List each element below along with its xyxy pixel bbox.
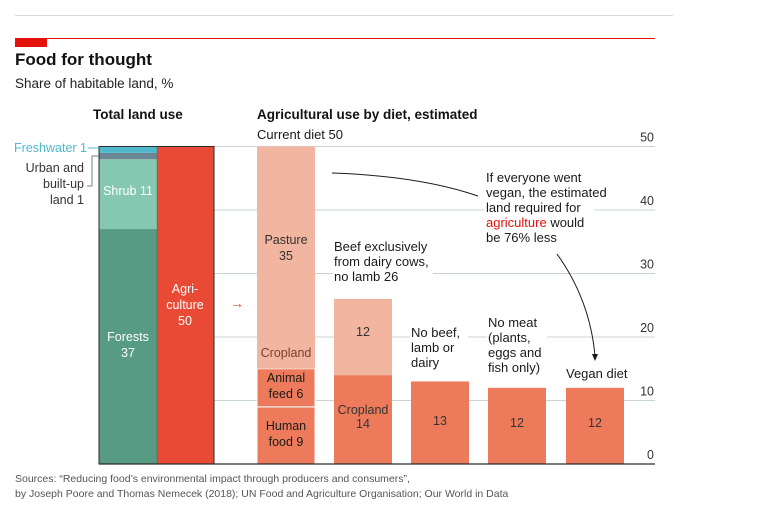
label-nobeef-value: 13 — [433, 414, 447, 428]
label-human-food-line-2: food 9 — [269, 435, 304, 449]
sources-line-2: by Joseph Poore and Thomas Nemecek (2018… — [15, 488, 509, 500]
bar-nomeat-seg-2 — [488, 387, 546, 464]
bar-dairy-seg-3 — [334, 298, 392, 376]
label-dairy-cropland-line-1: Cropland — [338, 403, 389, 417]
bar-segment-freshwater — [99, 146, 157, 153]
bar-segment-urban — [99, 152, 157, 160]
bar-dairy-seg-2 — [334, 375, 392, 464]
category-nomeat-line-4: fish only) — [488, 360, 540, 375]
annotation-line-2: vegan, the estimated — [486, 185, 607, 200]
annotation-highlight: agriculture — [486, 215, 547, 230]
bar-segment-shrub — [99, 159, 157, 230]
leader-urban — [87, 155, 99, 187]
label-pasture-line-1: Pasture — [264, 233, 307, 247]
label-forests-line-2: 37 — [121, 346, 135, 360]
category-nobeef-line-1: No beef, — [411, 325, 460, 340]
label-agriculture-line-3: 50 — [178, 314, 192, 328]
label-pasture-line-2: 35 — [279, 249, 293, 263]
annotation-arrowhead-icon — [592, 354, 598, 361]
label-agriculture-line-1: Agri- — [172, 282, 198, 296]
category-current-diet: Current diet 50 — [257, 127, 343, 142]
category-nomeat-line-3: eggs and — [488, 345, 542, 360]
top-rule — [15, 15, 673, 16]
label-urban-line-3: land 1 — [50, 193, 84, 207]
label-animal-feed-line-1: Animal — [267, 371, 305, 385]
bar-current-seg-3 — [257, 146, 315, 369]
label-bg-dairy — [333, 236, 433, 286]
label-shrub: Shrub 11 — [103, 184, 153, 198]
y-tick-label-50: 50 — [640, 131, 654, 145]
header-red-rule — [15, 38, 655, 39]
category-nomeat-line-2: (plants, — [488, 330, 531, 345]
annotation-arrow-curve — [556, 253, 596, 357]
annotation-line-3: land required for — [486, 200, 581, 215]
category-nobeef-line-3: dairy — [411, 355, 440, 370]
annotation-line-4: agriculture would — [486, 215, 584, 230]
sources-note: Sources: “Reducing food’s environmental … — [15, 472, 508, 502]
chart-subtitle: Share of habitable land, % — [15, 76, 174, 91]
label-bg-nobeef — [410, 322, 468, 372]
annotation-leader-curve — [331, 172, 479, 197]
category-nomeat-line-1: No meat — [488, 315, 538, 330]
label-dairy-pasture: 12 — [356, 325, 370, 339]
category-vegan: Vegan diet — [566, 366, 628, 381]
bar-nobeef-seg-2 — [411, 381, 469, 464]
category-dairy-line-1: Beef exclusively — [334, 239, 428, 254]
label-forests-line-1: Forests — [107, 330, 149, 344]
header-red-tab — [15, 38, 47, 47]
y-tick-label-20: 20 — [640, 321, 654, 335]
annotation-after: would — [547, 215, 585, 230]
label-vegan-value: 12 — [588, 416, 602, 430]
category-dairy-line-2: from dairy cows, — [334, 254, 429, 269]
annotation-bg — [484, 168, 594, 246]
y-tick-label-0: 0 — [647, 448, 654, 462]
label-nomeat-value: 12 — [510, 416, 524, 430]
label-human-food-line-1: Human — [266, 419, 306, 433]
annotation-line-5: be 76% less — [486, 230, 557, 245]
y-tick-label-10: 10 — [640, 385, 654, 399]
label-cropland-current: Cropland — [261, 346, 312, 360]
label-dairy-cropland-line-2: 14 — [356, 417, 370, 431]
arrow-icon: → — [230, 295, 244, 311]
sources-line-1: Sources: “Reducing food’s environmental … — [15, 473, 410, 485]
label-bg-nomeat — [487, 312, 547, 378]
label-animal-feed-line-2: feed 6 — [269, 387, 304, 401]
panel-title-total-land: Total land use — [93, 107, 183, 122]
y-tick-label-30: 30 — [640, 258, 654, 272]
category-dairy-line-3: no lamb 26 — [334, 269, 398, 284]
chart-title: Food for thought — [15, 50, 152, 69]
category-nobeef-line-2: lamb or — [411, 340, 455, 355]
label-agriculture-line-2: culture — [166, 298, 204, 312]
bar-segment-agriculture — [157, 146, 214, 464]
y-tick-label-40: 40 — [640, 194, 654, 208]
bar-segment-forests — [99, 229, 157, 464]
bar-current-seg-1 — [256, 368, 316, 408]
annotation-line-1: If everyone went — [486, 170, 582, 185]
bar-vegan-seg-2 — [566, 387, 624, 464]
label-freshwater: Freshwater 1 — [14, 141, 87, 155]
label-urban-line-1: Urban and — [26, 161, 84, 175]
panel-title-agri-diet: Agricultural use by diet, estimated — [257, 107, 478, 122]
label-urban-line-2: built-up — [43, 177, 84, 191]
